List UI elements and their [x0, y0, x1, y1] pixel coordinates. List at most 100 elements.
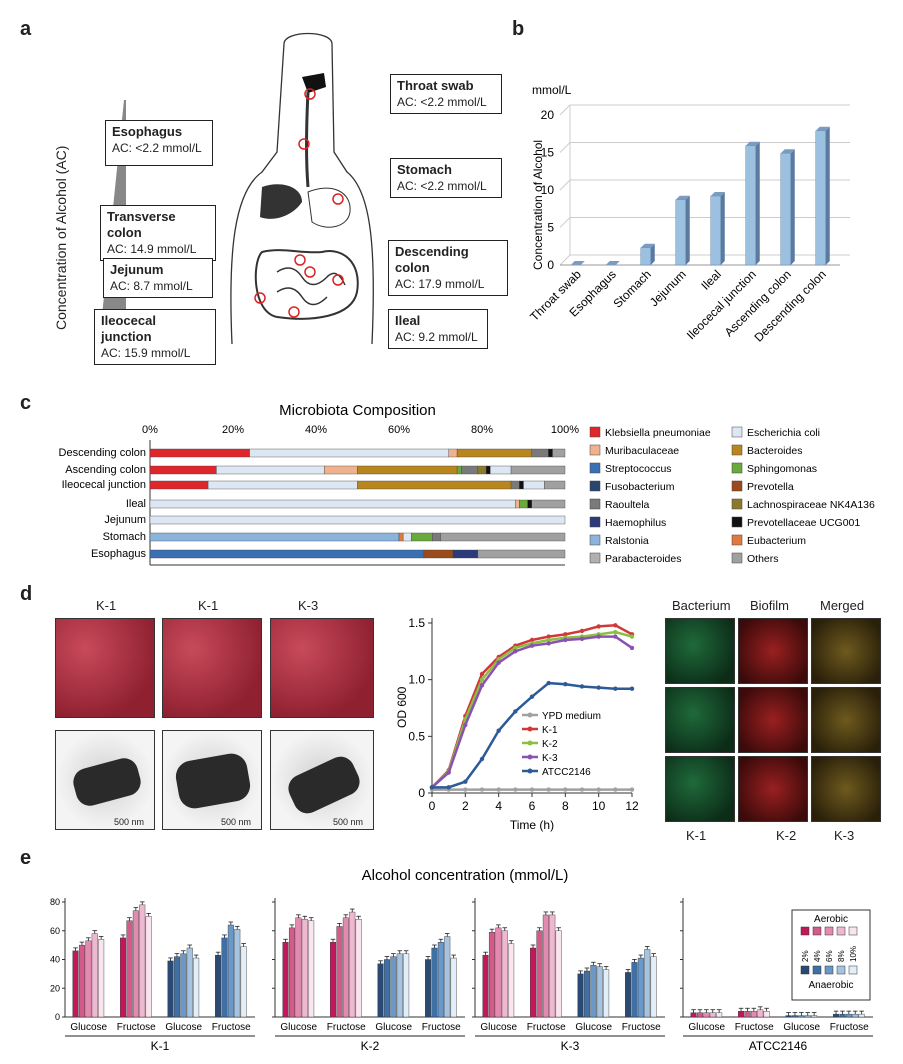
bar — [330, 942, 337, 1018]
bar-side — [720, 192, 725, 265]
box-esophagus: Esophagus AC: <2.2 mmol/L — [105, 120, 213, 166]
fluor-bacterium-image — [665, 756, 735, 822]
data-point — [463, 722, 468, 728]
bar — [780, 153, 791, 266]
bar-top — [675, 195, 690, 200]
gridline-depth — [559, 179, 571, 191]
row-label: Descending colon — [59, 447, 146, 459]
bar — [650, 956, 657, 1018]
fluor-biofilm-image — [738, 687, 808, 753]
data-point — [613, 686, 618, 691]
data-point — [513, 645, 518, 651]
legend-swatch — [589, 462, 601, 474]
data-point — [579, 684, 585, 689]
fluor-header-bacterium: Bacterium — [672, 598, 731, 613]
bar — [536, 930, 543, 1018]
legend-swatch — [824, 926, 834, 936]
bar — [555, 930, 562, 1018]
x-tick-label: Jejunum — [647, 267, 689, 309]
bar — [72, 950, 79, 1018]
scale-bar-label: 500 nm — [114, 817, 145, 827]
data-point — [546, 787, 551, 792]
bar-top — [815, 126, 830, 131]
bar — [488, 931, 495, 1018]
data-point — [563, 632, 568, 637]
x-tick-label: Glucose — [165, 1022, 202, 1033]
legend-title: Anaerobic — [808, 980, 853, 991]
y-tick-label: 0 — [55, 1012, 60, 1022]
bar — [308, 920, 315, 1018]
legend-label: Lachnospiraceae NK4A136 — [747, 499, 875, 511]
ac-axis-label: Concentration of Alcohol (AC) — [53, 146, 69, 330]
data-point — [529, 637, 535, 643]
stacked-segment — [485, 465, 491, 475]
data-point — [629, 787, 635, 792]
x-tick-label: Fructose — [212, 1022, 251, 1033]
bar — [763, 1011, 770, 1018]
legend-swatch — [589, 426, 601, 438]
y-tick-label: 0.5 — [408, 729, 425, 743]
data-point — [546, 637, 551, 643]
data-point — [479, 787, 485, 792]
legend-marker — [527, 768, 533, 774]
bar — [240, 946, 247, 1018]
x-tick-label: Stomach — [610, 267, 653, 310]
bar — [549, 914, 556, 1018]
y-tick-label: 40 — [50, 955, 60, 965]
chart-title: Alcohol concentration (mmol/L) — [362, 867, 569, 884]
row-label: Ascending colon — [65, 464, 146, 476]
data-point — [546, 641, 551, 646]
tem-image: 500 nm — [162, 730, 262, 830]
gridline-depth — [559, 217, 571, 228]
legend-label: Eubacterium — [747, 535, 806, 547]
data-point — [479, 756, 485, 762]
legend-label: Others — [747, 553, 779, 565]
x-tick-label: 2 — [462, 799, 469, 813]
stacked-segment — [423, 549, 454, 559]
bar — [785, 1015, 792, 1018]
data-point — [446, 785, 451, 790]
bar — [590, 965, 597, 1018]
bar — [126, 920, 133, 1018]
stacked-segment — [452, 549, 479, 559]
data-point — [613, 634, 618, 639]
bar — [98, 939, 105, 1018]
bar — [186, 947, 193, 1018]
bar — [644, 949, 651, 1018]
y-tick-label: 80 — [50, 897, 60, 907]
bar — [703, 1012, 710, 1018]
bar — [640, 247, 651, 266]
bar — [377, 963, 384, 1018]
legend-label: Fusobacterium — [605, 481, 675, 493]
row-label: Ileal — [126, 498, 146, 510]
bar — [501, 930, 508, 1018]
chart-e-alcohol-production: Alcohol concentration (mmol/L) 0 20 40 60 80 G… — [50, 867, 873, 1053]
stacked-segment — [519, 499, 528, 509]
row-label: Esophagus — [91, 548, 147, 560]
chart-title: Microbiota Composition — [279, 402, 436, 419]
data-point — [613, 629, 618, 635]
stacked-segment — [149, 465, 217, 475]
bar — [852, 1013, 859, 1018]
stacked-segment — [515, 499, 520, 509]
data-point — [563, 682, 568, 687]
bar — [403, 953, 410, 1018]
legend-label: ATCC2146 — [542, 767, 591, 778]
row-label: Jejunum — [104, 514, 146, 526]
stacked-segment — [440, 532, 566, 542]
bar — [295, 917, 302, 1018]
y-tick-label: 5 — [547, 221, 554, 235]
stacked-segment — [149, 480, 209, 490]
y-tick-label: 20 — [50, 983, 60, 993]
x-tick-label: 4 — [495, 799, 502, 813]
bar — [120, 937, 127, 1018]
stacked-segment — [461, 465, 479, 475]
bar — [482, 954, 489, 1018]
row-label: Ileocecal junction — [62, 479, 146, 491]
legend-swatch — [824, 965, 834, 975]
x-tick-label: Glucose — [688, 1022, 725, 1033]
x-tick-label: Glucose — [575, 1022, 612, 1033]
y-tick-label: 15 — [541, 146, 555, 160]
bar — [390, 956, 397, 1018]
bar — [495, 927, 502, 1018]
